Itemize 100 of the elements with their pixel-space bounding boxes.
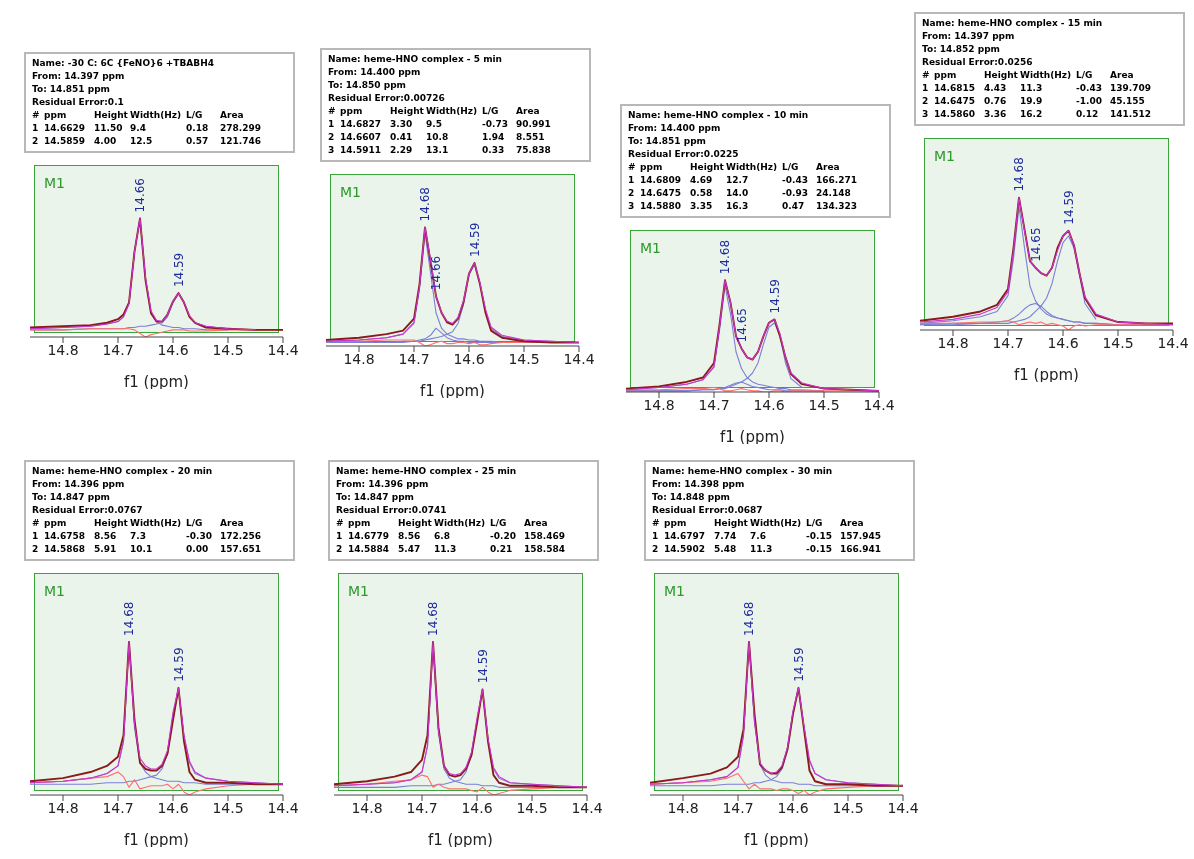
x-tick-label: 14.5 (516, 799, 548, 816)
text: Residual Error:0.0256 (922, 56, 1034, 69)
text: To: 14.848 ppm (652, 491, 731, 504)
text: # ppm Height Width(Hz) L/G Area (652, 518, 864, 528)
text: # ppm Height Width(Hz) L/G Area (922, 70, 1134, 80)
text: 2 14.6607 0.41 10.8 1.94 8.551 (328, 132, 545, 142)
text: Name: heme-HNO complex - 15 min (922, 17, 1104, 30)
text: From: 14.400 ppm (328, 66, 422, 79)
x-tick-label: 14.5 (1102, 334, 1134, 351)
text: From: 14.396 ppm (336, 478, 430, 491)
text: 2 14.5868 5.91 10.1 0.00 157.651 (32, 544, 261, 554)
text: 1 14.6815 4.43 11.3 -0.43 139.709 (922, 83, 1151, 93)
x-tick-label: 14.4 (571, 799, 603, 816)
text: 1 14.6827 3.30 9.5 -0.73 90.991 (328, 119, 551, 129)
text: 3 14.5860 3.36 16.2 0.12 141.512 (922, 109, 1151, 119)
x-tick-label: 14.5 (808, 396, 840, 413)
x-tick-label: 14.8 (937, 334, 969, 351)
x-tick-label: 14.8 (643, 396, 675, 413)
text: Name: -30 C: 6C {FeNO}6 +TBABH4 (32, 57, 215, 70)
x-tick-label: 14.5 (508, 350, 540, 367)
text: M1 (934, 148, 955, 164)
x-tick-label: 14.7 (102, 341, 134, 358)
x-tick-label: 14.8 (351, 799, 383, 816)
text: 2 14.6475 0.58 14.0 -0.93 24.148 (628, 188, 851, 198)
x-tick-label: 14.8 (667, 799, 699, 816)
annotation: 14.68 (122, 601, 136, 636)
text: 3 14.5880 3.35 16.3 0.47 134.323 (628, 201, 857, 211)
x-tick-label: 14.6 (453, 350, 485, 367)
text: 2 14.5859 4.00 12.5 0.57 121.746 (32, 136, 261, 146)
text: M1 (640, 240, 661, 256)
annotation: 14.59 (791, 647, 806, 682)
text: # ppm Height Width(Hz) L/G Area (628, 162, 840, 172)
text: Name: heme-HNO complex - 10 min (628, 109, 810, 122)
annotation: 14.59 (467, 222, 482, 257)
text: 1 14.6629 11.50 9.4 0.18 278.299 (32, 123, 261, 133)
x-tick-label: 14.5 (212, 799, 244, 816)
annotation: 14.68 (742, 601, 756, 636)
annotation: 14.66 (429, 255, 443, 291)
text: 2 14.5884 5.47 11.3 0.21 158.584 (336, 544, 565, 554)
annotation: 14.68 (718, 239, 732, 275)
annotation: 14.68 (418, 187, 432, 222)
x-tick-label: 14.6 (157, 341, 189, 358)
text: M1 (340, 184, 361, 200)
x-tick-label: 14.6 (461, 799, 493, 816)
annotation: 14.68 (1012, 157, 1026, 192)
x-tick-label: 14.7 (698, 396, 730, 413)
text: Name: heme-HNO complex - 30 min (652, 465, 834, 478)
x-tick-label: 14.4 (887, 799, 919, 816)
x-tick-label: 14.4 (267, 799, 299, 816)
text: 2 14.6475 0.76 19.9 -1.00 45.155 (922, 96, 1145, 106)
x-tick-label: 14.5 (212, 341, 244, 358)
text: From: 14.397 ppm (922, 30, 1016, 43)
x-tick-label: 14.4 (863, 396, 895, 413)
text: From: 14.400 ppm (628, 122, 722, 135)
text: From: 14.398 ppm (652, 478, 746, 491)
text: 1 14.6779 8.56 6.8 -0.20 158.469 (336, 531, 565, 541)
text: Name: heme-HNO complex - 25 min (336, 465, 518, 478)
text: M1 (44, 175, 65, 191)
text: 1 14.6797 7.74 7.6 -0.15 157.945 (652, 531, 881, 541)
text: From: 14.396 ppm (32, 478, 126, 491)
x-tick-label: 14.7 (722, 799, 754, 816)
text: From: 14.397 ppm (32, 70, 126, 83)
text: Residual Error:0.0687 (652, 504, 764, 517)
x-tick-label: 14.6 (1047, 334, 1079, 351)
x-tick-label: 14.6 (777, 799, 809, 816)
text: # ppm Height Width(Hz) L/G Area (336, 518, 548, 528)
x-tick-label: 14.5 (832, 799, 864, 816)
text: # ppm Height Width(Hz) L/G Area (328, 106, 540, 116)
text: Residual Error:0.0741 (336, 504, 448, 517)
text: 3 14.5911 2.29 13.1 0.33 75.838 (328, 145, 551, 155)
annotation: 14.59 (171, 252, 186, 288)
text: Name: heme-HNO complex - 20 min (32, 465, 214, 478)
text: # ppm Height Width(Hz) L/G Area (32, 110, 244, 120)
text: To: 14.852 ppm (922, 43, 1001, 56)
annotation: 14.65 (734, 308, 749, 343)
text: Residual Error:0.0225 (628, 148, 740, 161)
text: To: 14.851 ppm (628, 135, 707, 148)
annotation: 14.59 (475, 649, 490, 684)
text: To: 14.847 ppm (336, 491, 415, 504)
x-tick-label: 14.7 (102, 799, 134, 816)
annotation: 14.59 (1061, 190, 1076, 225)
text: To: 14.851 ppm (32, 83, 111, 96)
text: To: 14.850 ppm (328, 79, 407, 92)
x-tick-label: 14.8 (47, 341, 79, 358)
x-tick-label: 14.7 (992, 334, 1024, 351)
text: Name: heme-HNO complex - 5 min (328, 53, 503, 66)
text: Residual Error:0.00726 (328, 92, 446, 105)
text: Residual Error:0.0767 (32, 504, 144, 517)
annotation: 14.68 (426, 601, 440, 636)
x-tick-label: 14.7 (406, 799, 438, 816)
text: M1 (348, 583, 369, 599)
text: M1 (664, 583, 685, 599)
text: 1 14.6758 8.56 7.3 -0.30 172.256 (32, 531, 261, 541)
text: 2 14.5902 5.48 11.3 -0.15 166.941 (652, 544, 881, 554)
x-tick-label: 14.4 (267, 341, 299, 358)
annotation: 14.59 (767, 279, 782, 314)
text: To: 14.847 ppm (32, 491, 111, 504)
text: 1 14.6809 4.69 12.7 -0.43 166.271 (628, 175, 857, 185)
annotation: 14.66 (133, 178, 147, 213)
annotation: 14.65 (1028, 227, 1043, 262)
